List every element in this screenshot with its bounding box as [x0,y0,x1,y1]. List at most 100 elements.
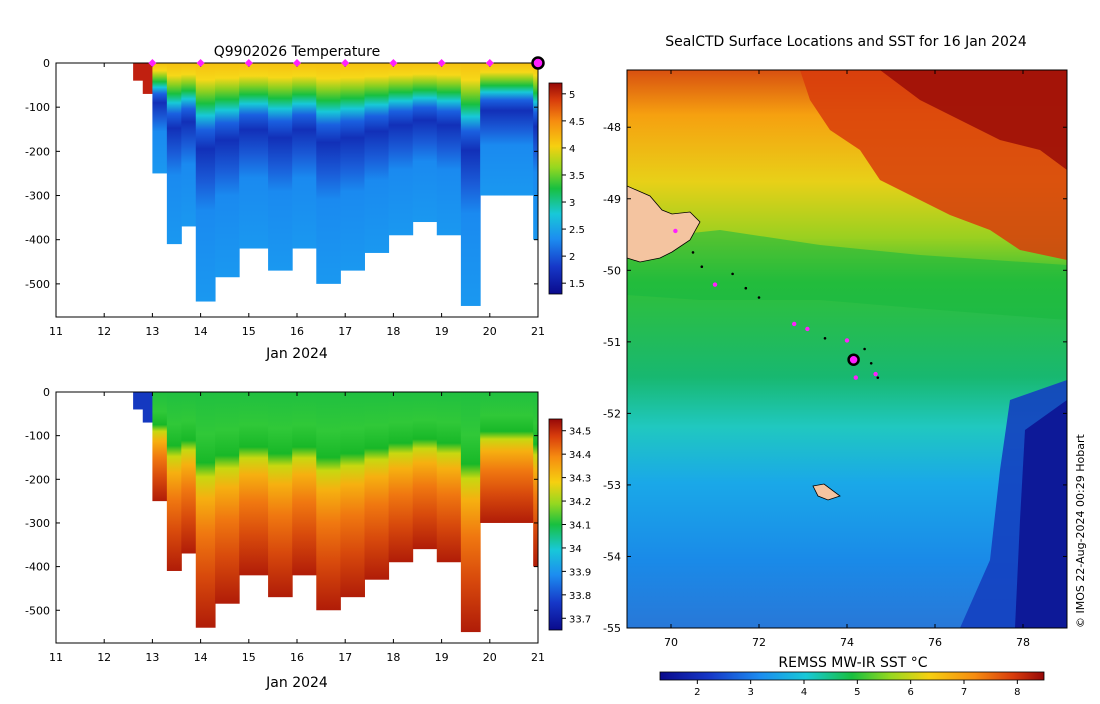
map-colorbar-tick-label: 4 [801,687,807,698]
temperature-title: Q9902026 Temperature [214,44,381,60]
temperature-profile-column [436,63,462,236]
profile-location [844,338,850,343]
x-tick-label: 15 [242,651,256,664]
temperature-profile-column [412,63,438,223]
salinity-profile-column [316,392,341,611]
temperature-colorbar-ticks: 1.5 2 2.5 3 3.5 4 4.5 5 [562,90,585,290]
profile-location [853,375,858,380]
profile-location [873,371,878,377]
x-tick-label: 18 [386,325,400,338]
sst-map-panel: SealCTD Surface Locations and SST for 16… [603,34,1087,698]
x-tick-label: 13 [145,651,159,664]
salinity-profile-column [268,392,293,598]
colorbar-tick-label: 34.5 [569,427,591,438]
salinity-profile-column [133,392,144,410]
x-tick-label: 14 [194,325,208,338]
y-tick-label: -500 [25,604,50,617]
x-tick-label: 14 [194,651,208,664]
salinity-profile-column [181,392,197,554]
track-point [691,251,695,254]
map-y-tick-label: -51 [603,336,621,349]
temperature-profile-column [166,63,182,245]
temperature-profile-markers [148,56,545,70]
temperature-x-axis: 11 12 13 14 15 16 17 18 19 20 21 [49,63,545,338]
track-point [869,362,873,365]
y-tick-label: -500 [25,278,50,291]
current-position-marker [847,353,860,366]
salinity-profile-column [480,392,505,523]
x-tick-label: 20 [483,325,497,338]
temperature-profile-column [181,63,197,227]
temperature-panel: 11 12 13 14 15 16 17 18 19 20 21 0 -100 -200 -300 -400… [25,44,585,362]
y-tick-label: -100 [25,101,50,114]
track-point [731,272,734,276]
profile-location [712,282,718,287]
map-y-tick-label: -54 [603,550,621,563]
y-tick-label: -400 [25,234,50,247]
track-point [700,265,704,269]
salinity-profile-column [388,392,414,563]
map-y-tick-label: -50 [603,264,621,277]
salinity-profile-column [215,392,240,604]
kerguelen-island [627,185,701,263]
salinity-profile-column [504,392,534,523]
current-position-marker [531,56,545,70]
x-tick-label: 12 [97,325,111,338]
colorbar-tick-label: 34 [569,544,582,555]
x-tick-label: 21 [531,325,545,338]
temperature-profile-column [460,63,481,306]
profile-marker [437,59,446,67]
track-point [876,376,880,379]
map-colorbar-tick-label: 3 [747,687,753,698]
temperature-profile-column [152,63,168,174]
map-colorbar-tick-label: 5 [854,687,860,698]
colorbar-tick-label: 3 [569,198,575,209]
salinity-profile-column [142,392,153,423]
profile-location [805,326,810,332]
sst-hot-region [880,70,1067,170]
salinity-y-axis: 0 -100 -200 -300 -400 -500 [25,386,538,617]
profile-marker [196,59,205,67]
colorbar-tick-label: 33.8 [569,591,591,602]
x-tick-label: 17 [338,651,352,664]
y-tick-label: -300 [25,190,50,203]
x-tick-label: 16 [290,651,304,664]
temperature-profile-column [142,63,153,94]
map-x-tick-label: 72 [752,636,766,649]
y-tick-label: -200 [25,145,50,158]
track-point [744,286,748,290]
profile-marker [148,59,157,67]
profile-location [792,321,797,327]
salinity-x-axis: 11 12 13 14 15 16 17 18 19 20 21 [49,392,545,664]
map-x-tick-label: 74 [840,636,854,649]
map-colorbar-tick-label: 7 [961,687,967,698]
colorbar-tick-label: 2.5 [569,225,585,236]
profile-marker [293,59,301,67]
salinity-profile-column [460,392,481,633]
map-colorbar [659,671,1045,681]
temperature-profile-column [239,63,269,249]
profile-marker [389,59,398,67]
colorbar-tick-label: 1.5 [569,279,585,290]
x-tick-label: 11 [49,325,63,338]
x-tick-label: 17 [338,325,352,338]
imos-credit: © IMOS 22-Aug-2024 00:29 Hobart [1074,434,1087,628]
map-y-tick-label: -52 [603,407,621,420]
x-tick-label: 19 [435,651,449,664]
map-x-tick-label: 76 [928,636,942,649]
colorbar-tick-label: 33.9 [569,567,591,578]
map-x-axis: 70 72 74 76 78 [664,70,1030,649]
x-tick-label: 15 [242,325,256,338]
temperature-profile-column [133,63,144,81]
salinity-profile-column [340,392,365,598]
colorbar-tick-label: 34.4 [569,450,591,461]
temperature-profile-column [268,63,293,271]
temperature-profiles [133,63,538,306]
map-title: SealCTD Surface Locations and SST for 16… [665,34,1027,50]
salinity-profile-column [436,392,462,563]
salinity-profile-column [364,392,390,580]
x-tick-label: 16 [290,325,304,338]
x-tick-label: 12 [97,651,111,664]
map-colorbar-tick-label: 6 [907,687,913,698]
